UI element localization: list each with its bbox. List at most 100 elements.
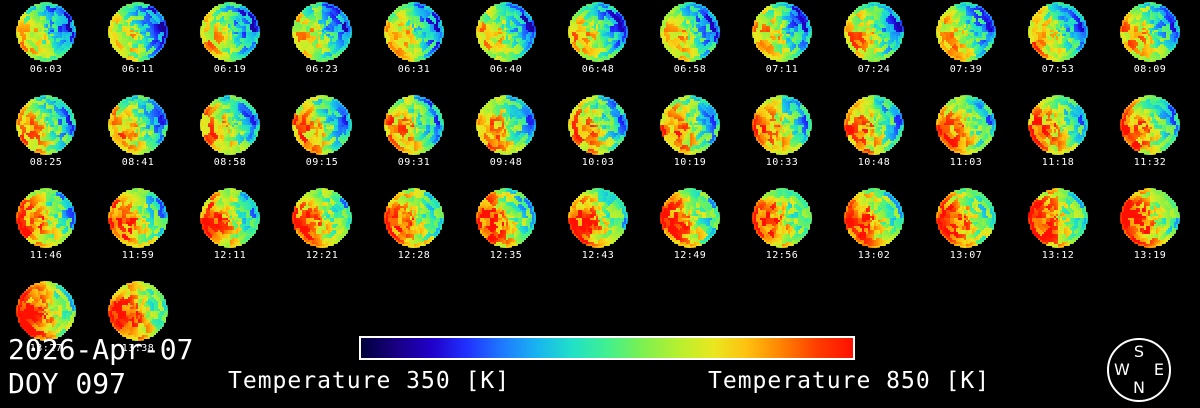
panel-timestamp: 10:03 — [581, 157, 615, 168]
polar-temperature-disk — [844, 2, 904, 62]
polar-temperature-disk — [384, 2, 444, 62]
temperature-map-panel: 09:31 — [368, 93, 460, 186]
panel-timestamp: 10:33 — [765, 157, 799, 168]
panel-timestamp: 06:11 — [121, 64, 155, 75]
panel-timestamp: 07:53 — [1041, 64, 1075, 75]
panel-timestamp: 13:27 — [29, 343, 63, 354]
temperature-map-panel: 10:03 — [552, 93, 644, 186]
temperature-map-panel: 06:58 — [644, 0, 736, 93]
polar-temperature-disk — [292, 2, 352, 62]
polar-temperature-disk — [200, 188, 260, 248]
polar-temperature-disk — [752, 188, 812, 248]
temperature-map-panel: 07:39 — [920, 0, 1012, 93]
polar-temperature-disk — [16, 281, 76, 341]
polar-temperature-disk — [1028, 188, 1088, 248]
polar-temperature-disk — [1120, 188, 1180, 248]
panel-timestamp: 09:48 — [489, 157, 523, 168]
temperature-map-panel: 09:15 — [276, 93, 368, 186]
compass-east-label: E — [1153, 360, 1164, 379]
polar-temperature-disk — [1120, 2, 1180, 62]
polar-temperature-disk — [108, 281, 168, 341]
polar-temperature-disk — [1028, 95, 1088, 155]
panel-timestamp: 06:31 — [397, 64, 431, 75]
panel-timestamp: 06:19 — [213, 64, 247, 75]
polar-temperature-disk — [16, 95, 76, 155]
panel-timestamp: 08:09 — [1133, 64, 1167, 75]
panel-timestamp: 13:38 — [121, 343, 155, 354]
polar-temperature-disk — [476, 188, 536, 248]
panel-timestamp: 06:40 — [489, 64, 523, 75]
colorbar-gradient — [361, 338, 853, 358]
temperature-map-panel: 06:31 — [368, 0, 460, 93]
temperature-map-panel: 11:59 — [92, 186, 184, 279]
temperature-map-panel: 09:48 — [460, 93, 552, 186]
panel-timestamp: 12:43 — [581, 250, 615, 261]
temperature-map-panel: 08:09 — [1104, 0, 1196, 93]
temperature-map-panel: 07:53 — [1012, 0, 1104, 93]
temperature-map-panel: 06:40 — [460, 0, 552, 93]
colorbar-min-label: Temperature 350 [K] — [228, 368, 511, 394]
panel-timestamp: 11:03 — [949, 157, 983, 168]
temperature-map-panel: 07:11 — [736, 0, 828, 93]
panel-timestamp: 07:24 — [857, 64, 891, 75]
panel-timestamp: 09:31 — [397, 157, 431, 168]
temperature-map-panel: 12:43 — [552, 186, 644, 279]
globe-row: 08:25 08:41 08:58 09:15 09:31 09:48 10:03 10:19… — [0, 93, 1200, 186]
panel-timestamp: 13:02 — [857, 250, 891, 261]
polar-temperature-disk — [16, 188, 76, 248]
temperature-map-panel: 08:25 — [0, 93, 92, 186]
temperature-map-panel: 06:11 — [92, 0, 184, 93]
polar-temperature-disk — [292, 188, 352, 248]
panel-timestamp: 12:21 — [305, 250, 339, 261]
polar-temperature-disk — [660, 188, 720, 248]
temperature-map-panel: 12:49 — [644, 186, 736, 279]
temperature-map-panel: 06:03 — [0, 0, 92, 93]
polar-temperature-disk — [384, 95, 444, 155]
globe-row: 13:27 13:38 — [0, 279, 1200, 372]
panel-timestamp: 06:23 — [305, 64, 339, 75]
panel-timestamp: 12:56 — [765, 250, 799, 261]
panel-timestamp: 08:58 — [213, 157, 247, 168]
temperature-map-panel: 10:48 — [828, 93, 920, 186]
polar-temperature-disk — [660, 2, 720, 62]
polar-temperature-disk — [936, 188, 996, 248]
temperature-map-panel: 12:28 — [368, 186, 460, 279]
polar-temperature-disk — [752, 2, 812, 62]
temperature-map-panel: 11:18 — [1012, 93, 1104, 186]
temperature-map-panel: 11:03 — [920, 93, 1012, 186]
panel-timestamp: 11:18 — [1041, 157, 1075, 168]
compass-west-label: W — [1114, 360, 1130, 379]
panel-timestamp: 13:12 — [1041, 250, 1075, 261]
colorbar — [359, 336, 855, 360]
temperature-map-panel: 06:19 — [184, 0, 276, 93]
temperature-map-panel: 13:19 — [1104, 186, 1196, 279]
temperature-map-panel: 13:02 — [828, 186, 920, 279]
panel-timestamp: 12:28 — [397, 250, 431, 261]
panel-timestamp: 11:46 — [29, 250, 63, 261]
temperature-map-panel: 10:19 — [644, 93, 736, 186]
date-label: 2026-Apr-07 — [8, 333, 194, 366]
panel-timestamp: 10:48 — [857, 157, 891, 168]
temperature-map-panel: 13:12 — [1012, 186, 1104, 279]
polar-temperature-disk — [384, 188, 444, 248]
polar-temperature-disk — [844, 95, 904, 155]
panel-timestamp: 08:41 — [121, 157, 155, 168]
panel-timestamp: 11:59 — [121, 250, 155, 261]
temperature-map-panel: 08:58 — [184, 93, 276, 186]
temperature-map-panel: 08:41 — [92, 93, 184, 186]
globe-row: 06:03 06:11 06:19 06:23 06:31 06:40 06:48 06:58… — [0, 0, 1200, 93]
temperature-map-panel: 12:21 — [276, 186, 368, 279]
polar-temperature-disk — [1028, 2, 1088, 62]
temperature-map-panel: 12:35 — [460, 186, 552, 279]
polar-temperature-disk — [1120, 95, 1180, 155]
panel-timestamp: 13:19 — [1133, 250, 1167, 261]
panel-timestamp: 13:07 — [949, 250, 983, 261]
panel-timestamp: 12:35 — [489, 250, 523, 261]
panel-timestamp: 09:15 — [305, 157, 339, 168]
polar-temperature-disk — [200, 2, 260, 62]
panel-timestamp: 06:03 — [29, 64, 63, 75]
temperature-map-panel: 06:48 — [552, 0, 644, 93]
compass-north-label: N — [1133, 378, 1145, 397]
temperature-map-panel: 13:27 — [0, 279, 92, 372]
